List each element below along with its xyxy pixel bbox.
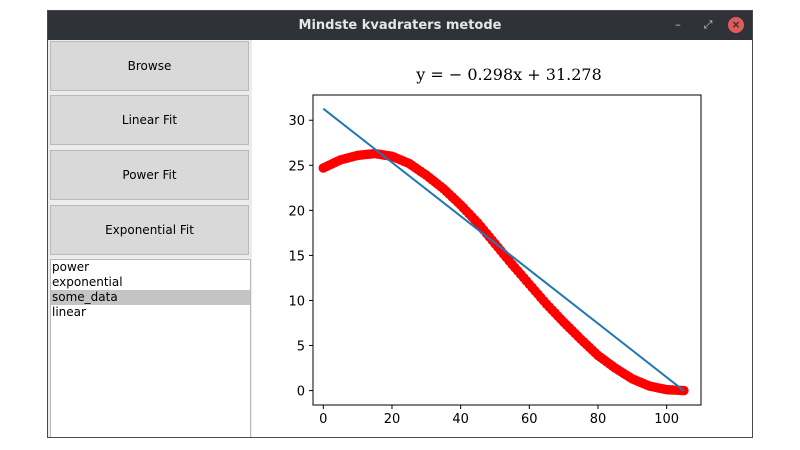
- list-item-exponential[interactable]: exponential: [52, 275, 123, 289]
- x-tick-label: 60: [521, 412, 538, 427]
- title-bar[interactable]: Mindste kvadraters metode – ⤢ ×: [48, 11, 752, 40]
- exponential-fit-button[interactable]: Exponential Fit: [50, 205, 249, 255]
- window-title: Mindste kvadraters metode: [298, 18, 502, 33]
- maximize-icon[interactable]: ⤢: [703, 18, 713, 31]
- x-tick-label: 100: [654, 412, 679, 427]
- plot-area: y = − 0.298x + 31.278 0 20 40 60 80 100 0 5 10 15…: [252, 40, 752, 437]
- x-tick-label: 80: [590, 412, 607, 427]
- close-icon[interactable]: ×: [728, 17, 744, 33]
- power-fit-button[interactable]: Power Fit: [50, 150, 249, 200]
- y-tick-label: 25: [288, 159, 305, 174]
- linear-fit-button[interactable]: Linear Fit: [50, 95, 249, 145]
- app-window: Mindste kvadraters metode – ⤢ × Browse L…: [47, 10, 753, 438]
- list-item-linear[interactable]: linear: [52, 305, 86, 319]
- browse-button[interactable]: Browse: [50, 41, 249, 91]
- x-tick-label: 40: [452, 412, 469, 427]
- x-tick-label: 20: [384, 412, 401, 427]
- y-tick-label: 10: [288, 294, 305, 309]
- minimize-icon[interactable]: –: [675, 18, 681, 31]
- list-item-power[interactable]: power: [52, 260, 90, 274]
- axes-frame: [312, 94, 702, 406]
- chart-title: y = − 0.298x + 31.278: [415, 65, 602, 84]
- y-tick-label: 15: [288, 249, 305, 264]
- y-tick-label: 0: [297, 385, 305, 400]
- x-tick-label: 0: [319, 412, 327, 427]
- fit-line: [322, 107, 685, 392]
- y-tick-label: 30: [288, 114, 305, 129]
- dataset-listbox[interactable]: power exponential some_data linear: [50, 259, 251, 437]
- fit-chart: y = − 0.298x + 31.278 0 20 40 60 80 100 0 5 10 15…: [288, 65, 702, 427]
- list-item-some-data[interactable]: some_data: [51, 290, 250, 305]
- y-tick-label: 20: [288, 204, 305, 219]
- sidebar: Browse Linear Fit Power Fit Exponential …: [48, 40, 252, 437]
- y-tick-label: 5: [297, 340, 305, 355]
